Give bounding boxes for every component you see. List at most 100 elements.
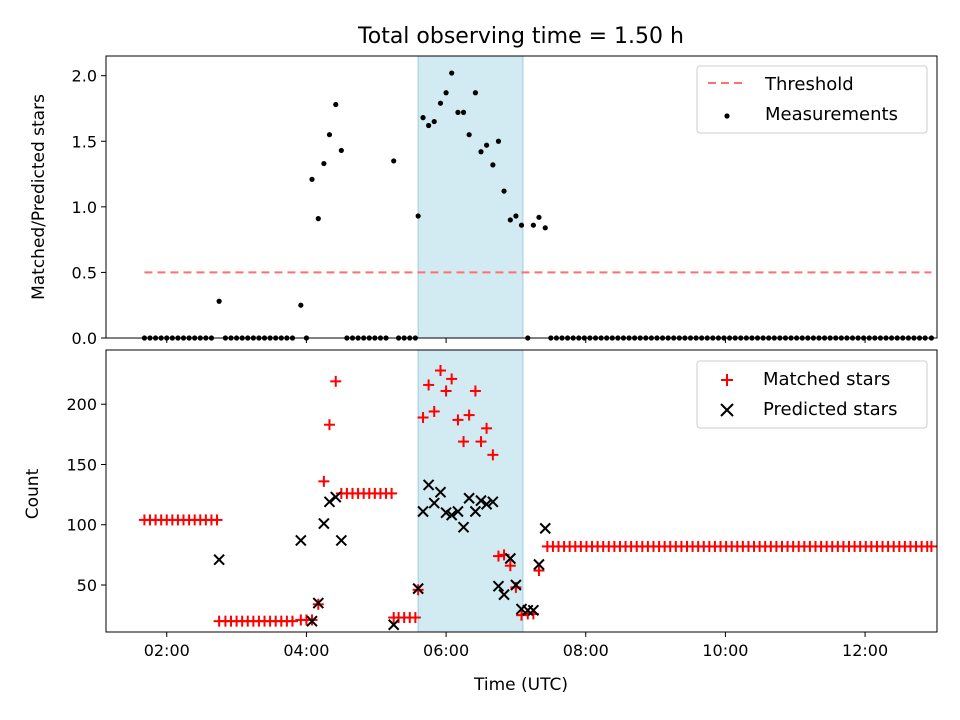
bottom-y-tick-label: 50 xyxy=(77,576,97,595)
top-y-tick-label: 1.0 xyxy=(72,198,97,217)
matched-star-marker xyxy=(386,487,398,499)
legend-predicted-marker xyxy=(720,403,734,417)
measurement-point xyxy=(443,90,449,96)
bottom-plot-frame xyxy=(105,349,938,633)
top-y-axis-ticks: 0.0 0.5 1.0 1.5 2.0 xyxy=(72,67,106,348)
measurement-point xyxy=(449,70,455,76)
predicted-star-marker xyxy=(306,615,318,627)
top-y-tick-label: 1.5 xyxy=(72,132,97,151)
legend-matched-label: Matched stars xyxy=(763,369,890,390)
measurement-point xyxy=(391,158,397,164)
predicted-star-marker xyxy=(510,579,522,591)
top-y-axis-label: Matched/Predicted stars xyxy=(29,94,49,300)
bottom-y-tick-label: 150 xyxy=(66,455,97,474)
measurement-point xyxy=(460,109,467,115)
measurement-point xyxy=(483,142,490,148)
bottom-panel: 50 100 150 200 02:00 04:00 06:00 08:00 10:00 12:… xyxy=(23,349,938,695)
matched-star-marker xyxy=(469,385,481,397)
measurement-point xyxy=(472,90,479,96)
predicted-star-marker xyxy=(323,496,336,508)
observing-window-bottom xyxy=(417,349,524,633)
observing-window-top xyxy=(417,55,524,339)
measurement-point xyxy=(437,100,444,106)
predicted-star-marker xyxy=(445,509,458,521)
matched-star-marker xyxy=(446,373,458,385)
measurement-point xyxy=(309,176,315,182)
predicted-star-marker xyxy=(533,558,545,571)
bottom-y-tick-label: 200 xyxy=(66,395,97,414)
measurement-point xyxy=(530,222,536,228)
matched-star-marker xyxy=(330,375,342,387)
matched-star-marker xyxy=(533,565,545,577)
bottom-x-axis-ticks: 02:00 04:00 06:00 08:00 10:00 12:00 xyxy=(144,632,888,660)
bottom-legend: Matched stars Predicted stars xyxy=(696,360,928,429)
measurement-point xyxy=(326,132,333,138)
matched-star-marker xyxy=(440,385,452,397)
predicted-star-marker xyxy=(539,522,551,535)
measurement-point xyxy=(298,302,304,308)
bottom-y-axis-label: Count xyxy=(23,468,43,519)
matched-star-marker xyxy=(458,436,470,448)
matched-star-marker xyxy=(504,560,516,572)
predicted-star-marker xyxy=(213,553,225,566)
matched-star-marker xyxy=(423,379,435,391)
predicted-star-marker xyxy=(434,486,447,498)
chart-title: Total observing time = 1.50 h xyxy=(357,24,684,49)
matched-star-marker xyxy=(428,405,440,417)
measurement-point xyxy=(321,160,327,167)
measurement-point xyxy=(495,138,502,144)
measurement-point xyxy=(315,216,321,222)
predicted-star-marker xyxy=(480,498,493,510)
measurement-point xyxy=(536,214,542,220)
predicted-star-marker xyxy=(469,505,482,518)
top-panel: 0.00.51.01.52.0 Matched/Predicted stars … xyxy=(29,55,938,348)
legend-measurement-label: Measurements xyxy=(765,104,898,125)
predicted-star-marker xyxy=(318,517,330,530)
matched-star-marker xyxy=(434,364,446,376)
x-tick-label: 08:00 xyxy=(563,641,609,660)
matched-star-marker xyxy=(475,436,487,448)
predicted-star-marker xyxy=(492,580,505,592)
measurement-point xyxy=(478,149,484,155)
top-y-tick-label: 0.0 xyxy=(72,329,97,348)
predicted-star-marker xyxy=(295,534,307,547)
matched-star-marker xyxy=(417,411,429,423)
predicted-star-marker xyxy=(504,552,517,565)
measurement-point xyxy=(518,222,525,228)
measurement-point xyxy=(426,122,432,129)
measurement-point xyxy=(466,132,472,138)
predicted-star-marker xyxy=(457,521,470,533)
measurement-point xyxy=(338,147,344,154)
legend-measurement-marker xyxy=(724,113,730,119)
x-tick-label: 02:00 xyxy=(144,641,190,660)
matched-star-marker xyxy=(211,514,223,526)
x-axis-label: Time (UTC) xyxy=(473,675,568,695)
legend-predicted-label: Predicted stars xyxy=(763,399,897,420)
bottom-y-axis-ticks: 50 100 150 200 xyxy=(66,395,106,595)
x-tick-label: 06:00 xyxy=(423,641,469,660)
x-tick-label: 12:00 xyxy=(842,641,888,660)
matched-star-marker xyxy=(925,540,937,552)
predicted-star-points xyxy=(213,479,551,631)
predicted-star-marker xyxy=(422,479,435,491)
measurement-point xyxy=(513,213,519,219)
predicted-star-marker xyxy=(312,597,324,609)
matched-star-marker xyxy=(452,414,464,426)
measurement-point xyxy=(507,217,513,223)
top-legend: Threshold Measurements xyxy=(696,65,928,134)
top-plot-frame xyxy=(105,55,938,339)
measurement-point xyxy=(431,118,437,125)
predicted-star-marker xyxy=(527,604,540,617)
predicted-star-marker xyxy=(330,491,342,503)
matched-star-marker xyxy=(492,550,504,562)
predicted-star-marker xyxy=(388,619,400,631)
matched-star-marker xyxy=(318,475,330,487)
predicted-star-marker xyxy=(452,505,464,518)
predicted-star-marker xyxy=(412,582,424,595)
matched-star-marker xyxy=(463,409,475,421)
x-tick-label: 10:00 xyxy=(702,641,748,660)
measurement-point xyxy=(333,101,339,108)
matched-star-marker xyxy=(286,615,298,627)
matched-star-marker xyxy=(481,422,493,434)
